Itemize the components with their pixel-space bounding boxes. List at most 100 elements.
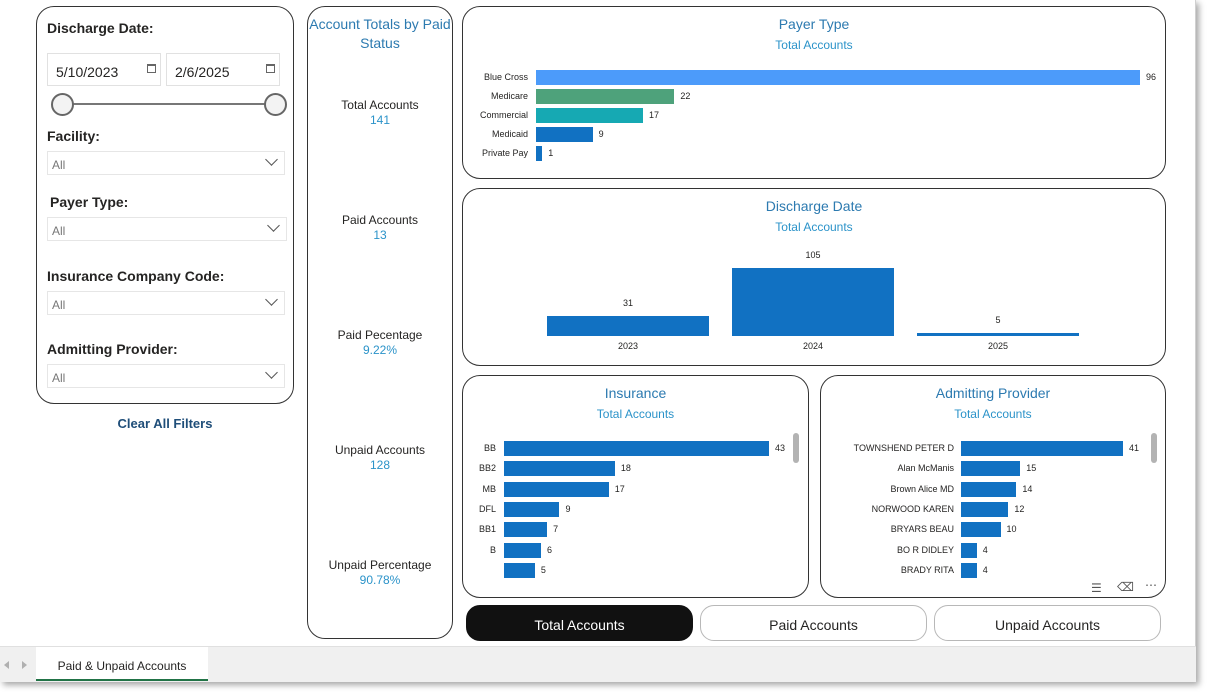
calendar-icon[interactable] [147,64,156,73]
bar[interactable] [536,70,1140,85]
data-label: 18 [620,463,631,474]
bar[interactable] [732,268,894,336]
chart-title: Discharge Date [765,198,863,214]
bar[interactable] [961,461,1021,477]
kpi-unpaid-percentage: Unpaid Percentage 90.78% [308,558,452,588]
category-label: B [489,544,496,555]
admitting-provider-chart[interactable]: Admitting Provider Total Accounts ☰ ⌫ ⋯ … [820,375,1166,598]
bar[interactable] [504,501,560,517]
kpi-total-accounts: Total Accounts 141 [308,98,452,128]
calendar-icon[interactable] [266,64,275,73]
data-label: 7 [553,524,559,535]
chevron-down-icon [265,366,278,379]
admitting-provider-label: Admitting Provider: [47,341,178,357]
eraser-icon[interactable]: ⌫ [1117,580,1134,594]
bar[interactable] [961,481,1017,497]
sheet-tab-paid-unpaid[interactable]: Paid & Unpaid Accounts [36,647,208,681]
slider-start-handle[interactable] [51,93,74,116]
scrollbar-thumb[interactable] [1151,433,1157,463]
next-sheet-icon[interactable] [22,661,27,669]
chevron-down-icon [267,219,280,232]
category-label: 2025 [987,341,1009,351]
paid-accounts-button[interactable]: Paid Accounts [700,605,927,641]
category-label: TOWNSHEND PETER D [853,443,954,453]
data-label: 15 [1026,463,1037,474]
chart-subtitle: Total Accounts [775,220,853,234]
bar[interactable] [536,127,593,142]
category-label: Blue Cross [483,72,528,82]
bar[interactable] [961,441,1123,456]
category-label: BRYARS BEAU [890,524,954,535]
insurance-chart[interactable]: Insurance Total Accounts BB 43 BB2 18 MB 17 DF… [462,375,809,598]
kpi-paid-percentage: Paid Pecentage 9.22% [308,328,452,358]
category-label: Commercial [479,110,528,120]
admitting-provider-selected: All [52,371,66,385]
data-label: 12 [1014,503,1025,514]
bar[interactable] [504,481,609,497]
payer-type-dropdown[interactable]: All [47,217,287,241]
unpaid-accounts-button[interactable]: Unpaid Accounts [934,605,1161,641]
bar[interactable] [547,315,709,336]
chevron-down-icon [265,153,278,166]
category-label: BB2 [478,463,496,474]
scrollbar-thumb[interactable] [793,433,799,463]
sheet-tab-bar: Paid & Unpaid Accounts [0,646,1196,682]
bar[interactable] [504,522,548,538]
category-label: 2024 [802,341,824,351]
bar[interactable] [504,562,535,578]
bar[interactable] [504,542,541,558]
admitting-provider-dropdown[interactable]: All [47,364,285,388]
bar[interactable] [961,562,977,578]
data-label: 43 [775,443,786,453]
bar[interactable] [504,461,615,477]
insurance-code-label: Insurance Company Code: [47,268,225,284]
kpi-value: 128 [369,458,391,472]
category-label: BB [483,443,496,453]
bar[interactable] [917,332,1079,336]
data-label: 4 [982,544,988,555]
chart-title: Payer Type [778,16,850,32]
payer-type-chart[interactable]: Payer Type Total Accounts Blue Cross 96 Me… [462,6,1166,179]
bar[interactable] [961,542,977,558]
bar[interactable] [961,501,1009,517]
bar[interactable] [536,108,643,123]
start-date-value: 5/10/2023 [56,64,119,80]
category-label: BO R DIDLEY [896,544,954,555]
more-options-icon[interactable]: ⋯ [1145,578,1157,592]
data-label: 41 [1129,443,1140,453]
data-label: 96 [1146,72,1157,82]
bar[interactable] [536,89,675,104]
end-date-input[interactable]: 2/6/2025 [166,53,280,86]
discharge-date-chart[interactable]: Discharge Date Total Accounts 31 2023 105 2… [462,188,1166,366]
prev-sheet-icon[interactable] [4,661,9,669]
chart-subtitle: Total Accounts [596,407,675,421]
bar[interactable] [961,522,1001,538]
bar[interactable] [536,146,543,161]
category-label: BRADY RITA [900,564,954,575]
chart-subtitle: Total Accounts [954,407,1032,421]
clear-all-filters-button[interactable]: Clear All Filters [117,416,213,431]
insurance-code-dropdown[interactable]: All [47,291,285,315]
data-label: 31 [622,297,633,308]
data-label: 5 [995,314,1001,325]
data-label: 9 [598,129,604,139]
kpi-label: Paid Accounts [341,213,419,227]
payer-type-selected: All [52,224,66,238]
facility-dropdown[interactable]: All [47,151,285,175]
account-totals-panel: Account Totals by Paid Status Total Acco… [307,6,453,639]
kpi-label: Unpaid Percentage [328,558,432,572]
kpi-unpaid-accounts: Unpaid Accounts 128 [308,443,452,473]
bar[interactable] [504,441,769,456]
category-label: Alan McManis [897,463,954,474]
data-label: 6 [546,544,552,555]
data-label: 17 [648,110,659,120]
filter-icon[interactable]: ☰ [1091,581,1102,595]
total-accounts-button[interactable]: Total Accounts [466,605,693,641]
date-range-slider-track[interactable] [63,103,275,105]
data-label: 105 [805,250,821,260]
start-date-input[interactable]: 5/10/2023 [47,53,161,86]
payer-type-label: Payer Type: [50,194,129,210]
slider-end-handle[interactable] [264,93,287,116]
data-label: 1 [548,148,554,158]
kpi-label: Total Accounts [341,98,419,112]
